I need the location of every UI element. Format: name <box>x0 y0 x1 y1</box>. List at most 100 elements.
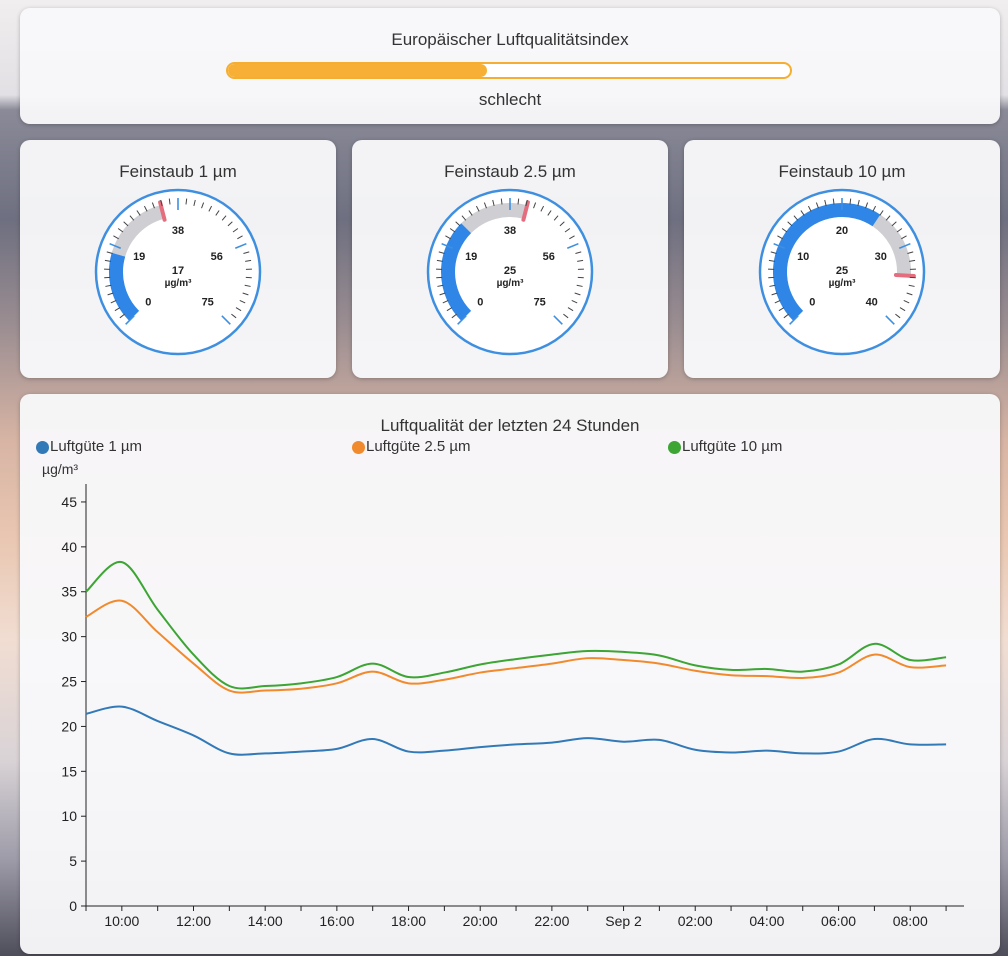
gauge-minor-tick <box>908 284 915 287</box>
y-tick-label: 40 <box>61 539 77 555</box>
gauge-tick-label: 0 <box>145 297 151 309</box>
gauge-major-tick <box>789 315 799 325</box>
gauge-minor-tick <box>576 284 583 287</box>
gauge-minor-tick <box>119 313 125 319</box>
y-tick-label: 15 <box>61 763 77 779</box>
gauge-tick-label: 30 <box>875 251 887 263</box>
gauge-tick-label: 75 <box>202 297 214 309</box>
gauge-warn-marker <box>893 272 916 278</box>
gauge-minor-tick <box>879 210 884 216</box>
y-tick-label: 45 <box>61 494 77 510</box>
gauge-minor-tick <box>475 205 480 212</box>
gauge-minor-tick <box>872 205 877 212</box>
gauge-minor-tick <box>446 307 453 312</box>
legend-label: Luftgüte 2.5 µm <box>366 438 471 455</box>
x-tick-label: 14:00 <box>248 913 283 929</box>
legend-item-1um[interactable]: Luftgüte 1 µm <box>36 438 142 455</box>
gauge-minor-tick <box>769 284 776 287</box>
gauge-minor-tick <box>540 205 545 212</box>
x-tick-label: 22:00 <box>534 913 569 929</box>
gauge-minor-tick <box>232 228 239 233</box>
gauge-minor-tick <box>114 307 121 312</box>
gauge-minor-tick <box>891 221 897 227</box>
gauge-card-pm25: Feinstaub 2.5 µm 0 19 38 56 75 25 µg/m³ <box>352 140 668 378</box>
gauge-minor-tick <box>105 284 112 287</box>
gauge-minor-tick <box>168 198 171 205</box>
gauge-minor-tick <box>438 251 445 255</box>
gauge-minor-tick <box>577 259 584 262</box>
gauge-minor-tick <box>575 251 582 255</box>
aqi-card: Europäischer Luftqualitätsindex schlecht <box>20 8 1000 124</box>
gauge-minor-tick <box>439 292 446 296</box>
gauge-minor-tick <box>547 210 552 216</box>
gauge-minor-tick <box>525 199 528 206</box>
chart-card: Luftqualität der letzten 24 Stunden Luft… <box>20 394 1000 954</box>
gauge-minor-tick <box>777 235 783 240</box>
gauge-minor-tick <box>160 199 163 206</box>
legend-dot <box>352 441 365 454</box>
x-tick-label: 12:00 <box>176 913 211 929</box>
y-tick-label: 10 <box>61 808 77 824</box>
gauge-major-tick <box>885 315 895 325</box>
gauge-minor-tick <box>906 292 913 296</box>
gauge-tick-label: 19 <box>465 251 477 263</box>
legend-item-10um[interactable]: Luftgüte 10 µm <box>668 438 782 455</box>
gauge-minor-tick <box>129 215 135 221</box>
gauge-minor-tick <box>104 259 111 262</box>
x-tick-label: 18:00 <box>391 913 426 929</box>
gauge-minor-tick <box>436 259 443 262</box>
gauge-minor-tick <box>451 313 457 319</box>
gauge-major-tick <box>109 242 122 250</box>
gauge-warn-marker <box>521 200 530 222</box>
gauge-minor-tick <box>449 228 456 233</box>
gauge-major-tick <box>773 242 786 250</box>
gauge-value-arc <box>773 203 881 321</box>
gauge-minor-tick <box>244 284 251 287</box>
gauge-range-band <box>872 214 911 276</box>
gauge-major-tick <box>125 315 135 325</box>
gauge-minor-tick <box>215 210 220 216</box>
gauge-minor-tick <box>193 199 196 206</box>
gauge-tick-label: 40 <box>866 297 878 309</box>
gauge-minor-tick <box>783 313 789 319</box>
legend-item-25um[interactable]: Luftgüte 2.5 µm <box>352 438 471 455</box>
gauge-minor-tick <box>185 198 188 205</box>
gauge-value: 25 <box>836 265 848 277</box>
x-tick-label: 10:00 <box>104 913 139 929</box>
gauge-minor-tick <box>492 199 495 206</box>
gauge-minor-tick <box>896 228 903 233</box>
gauge-minor-tick <box>221 215 227 221</box>
gauge-minor-tick <box>815 202 819 209</box>
gauge-tick-label: 10 <box>797 251 809 263</box>
gauge-range-band <box>111 205 165 257</box>
gauge-major-tick <box>566 242 579 250</box>
gauge-minor-tick <box>245 259 252 262</box>
y-tick-label: 0 <box>69 898 77 914</box>
gauge-minor-tick <box>907 251 914 255</box>
gauge-minor-tick <box>849 198 852 205</box>
gauge-minor-tick <box>143 205 148 212</box>
gauge-major-tick <box>441 242 454 250</box>
gauge-minor-tick <box>151 202 155 209</box>
gauge-tick-label: 38 <box>172 225 184 237</box>
gauge-minor-tick <box>832 198 835 205</box>
gauge-minor-tick <box>442 300 449 304</box>
gauge-major-tick <box>553 315 563 325</box>
y-tick-label: 35 <box>61 584 77 600</box>
gauge-minor-tick <box>500 198 503 205</box>
chart-title: Luftqualität der letzten 24 Stunden <box>380 416 640 435</box>
gauge-unit: µg/m³ <box>165 278 193 289</box>
y-tick-label: 30 <box>61 629 77 645</box>
gauge-tick-label: 0 <box>809 297 815 309</box>
series-line <box>85 561 947 690</box>
gauge-minor-tick <box>778 307 785 312</box>
gauge-major-tick <box>457 315 467 325</box>
gauge-minor-tick <box>208 205 213 212</box>
x-tick-label: 06:00 <box>821 913 856 929</box>
gauge-minor-tick <box>445 235 451 240</box>
gauge-minor-tick <box>237 235 243 240</box>
gauge-unit: µg/m³ <box>829 278 857 289</box>
